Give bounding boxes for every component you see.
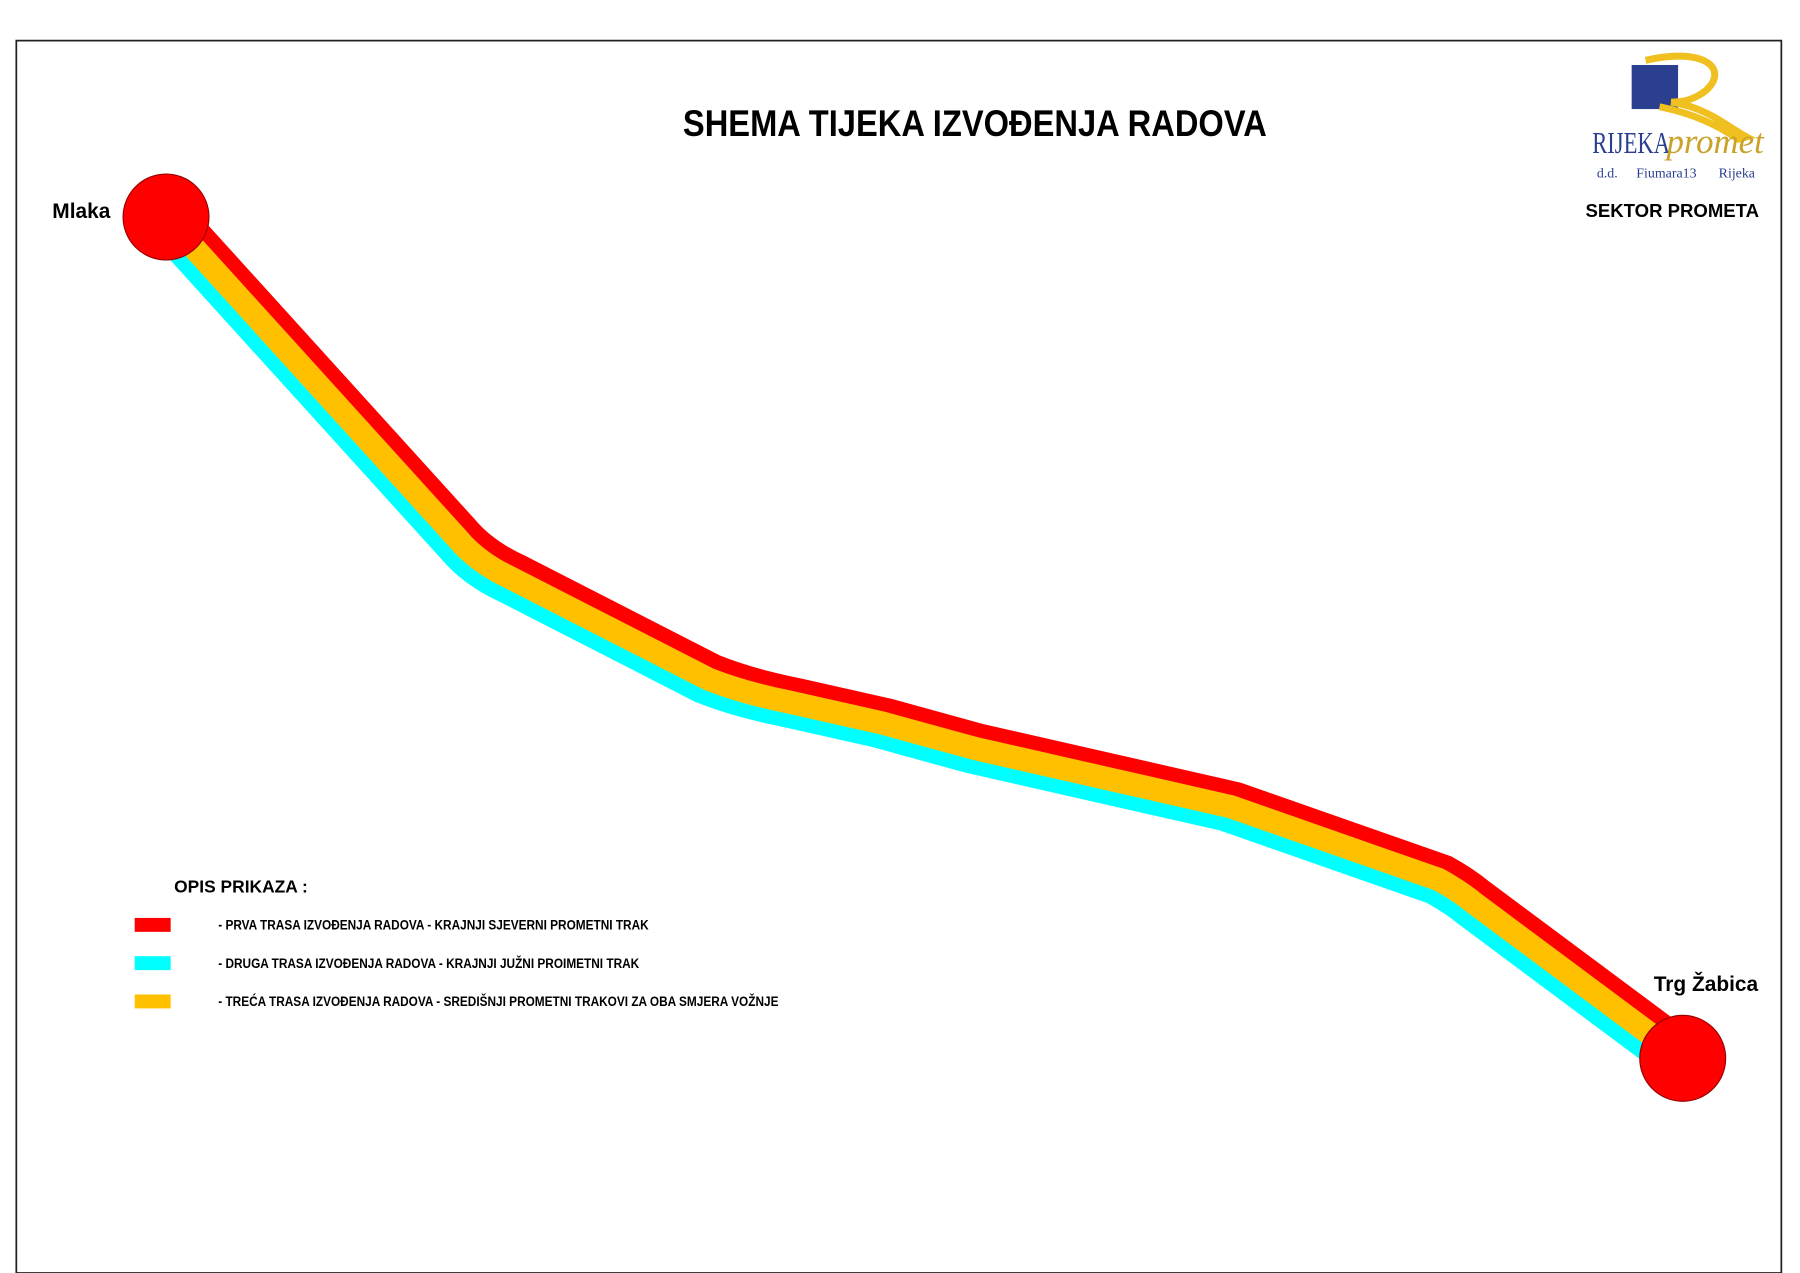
node-label: Trg Žabica xyxy=(1654,972,1759,996)
route-north xyxy=(163,196,1698,1057)
legend-swatch xyxy=(134,956,171,971)
node-label: Mlaka xyxy=(52,200,110,223)
logo-brand-a: RIJEKA xyxy=(1592,126,1671,160)
sector: SEKTOR PROMETA xyxy=(1586,200,1759,221)
logo-address-c: Rijeka xyxy=(1719,167,1755,182)
title: SHEMA TIJEKA IZVOĐENJA RADOVA xyxy=(683,103,1267,144)
legend-swatch xyxy=(134,917,171,932)
legend-title: OPIS PRIKAZA : xyxy=(174,876,308,896)
node-end xyxy=(1639,1014,1727,1102)
legend-label: - PRVA TRASA IZVOĐENJA RADOVA - KRAJNJI … xyxy=(218,917,649,933)
frame xyxy=(15,39,1783,1273)
logo-brand-b: promet xyxy=(1663,122,1765,161)
route xyxy=(149,196,1698,1081)
route-south xyxy=(149,220,1684,1081)
legend-label: - TREĆA TRASA IZVOĐENJA RADOVA - SREDIŠN… xyxy=(218,993,779,1009)
node-start xyxy=(122,173,210,261)
logo: RIJEKA promet d.d. Fiumara13 Rijeka SEKT… xyxy=(1586,52,1765,221)
legend-swatch xyxy=(134,994,171,1009)
legend-label: - DRUGA TRASA IZVOĐENJA RADOVA - KRAJNJI… xyxy=(218,955,640,971)
route-middle xyxy=(157,209,1690,1068)
legend: - PRVA TRASA IZVOĐENJA RADOVA - KRAJNJI … xyxy=(134,917,779,1009)
logo-swoosh xyxy=(1644,52,1756,144)
logo-square xyxy=(1631,64,1679,110)
logo-address-b: Fiumara13 xyxy=(1636,167,1696,182)
logo-address-a: d.d. xyxy=(1597,167,1618,182)
